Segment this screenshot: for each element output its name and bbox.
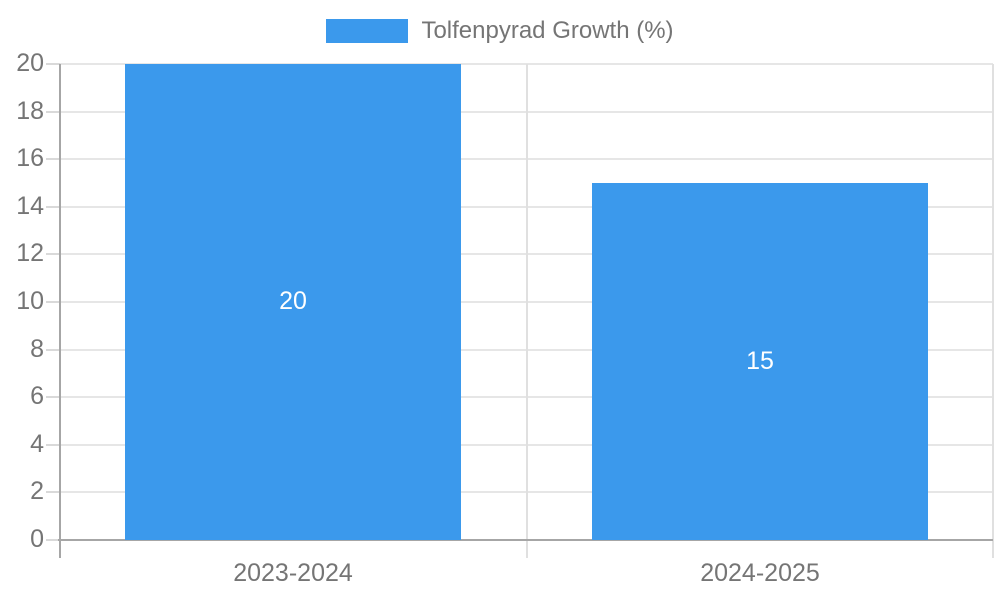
chart-legend: Tolfenpyrad Growth (%): [0, 19, 1000, 43]
y-tick-mark: [46, 205, 60, 208]
y-tick-mark: [46, 110, 60, 113]
y-tick-mark: [46, 396, 60, 399]
y-tick-mark: [46, 253, 60, 256]
y-tick-mark: [46, 443, 60, 446]
y-tick-mark: [46, 348, 60, 351]
y-axis-tick-label: 8: [30, 334, 44, 363]
bar-2023-2024[interactable]: [125, 64, 461, 540]
legend-swatch: [326, 19, 409, 43]
y-axis-tick-label: 14: [16, 191, 44, 220]
category-separator: [992, 64, 994, 558]
bar-value-label: 20: [279, 287, 307, 315]
y-axis-tick-label: 20: [16, 49, 44, 77]
y-tick-mark: [46, 158, 60, 161]
category-separator: [526, 64, 528, 558]
y-axis-tick-label: 16: [16, 144, 44, 173]
y-axis-tick-label: 12: [16, 239, 44, 268]
y-tick-mark: [46, 491, 60, 494]
y-axis-tick-label: 4: [30, 429, 44, 458]
y-axis-line: [59, 64, 61, 558]
y-axis-tick-label: 10: [16, 287, 44, 315]
bar-value-label: 15: [746, 347, 774, 375]
legend-label: Tolfenpyrad Growth (%): [421, 17, 674, 44]
y-axis-tick-label: 2: [30, 477, 44, 506]
y-tick-mark: [46, 63, 60, 65]
x-axis-line: [58, 539, 993, 541]
bar-2024-2025[interactable]: [592, 183, 928, 540]
y-axis-tick-label: 0: [30, 525, 44, 553]
x-axis-category-label: 2024-2025: [700, 559, 820, 587]
x-axis-category-label: 2023-2024: [233, 559, 353, 587]
y-tick-mark: [46, 301, 60, 303]
y-tick-mark: [46, 539, 60, 541]
y-axis-tick-label: 6: [30, 382, 44, 411]
y-axis-tick-label: 18: [16, 96, 44, 125]
